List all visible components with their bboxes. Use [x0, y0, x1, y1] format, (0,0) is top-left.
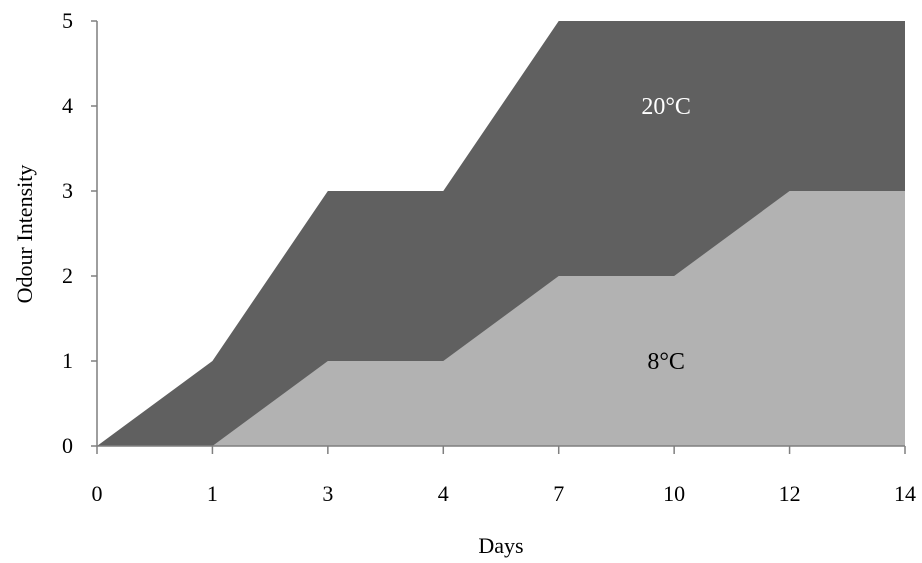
x-tick-label: 10 [663, 481, 685, 506]
area-label-2: 8°C [647, 349, 685, 375]
chart-annotations: 20°C 8°C [641, 94, 691, 375]
area-label-1: 20°C [641, 94, 691, 120]
y-tick-label: 0 [62, 433, 73, 458]
x-tick-label: 4 [438, 481, 449, 506]
x-tick-label: 1 [207, 481, 218, 506]
x-tick-label: 14 [894, 481, 916, 506]
y-axis-label: Odour Intensity [12, 165, 37, 304]
y-axis-ticks: 0 1 2 3 4 5 [62, 8, 97, 458]
x-tick-label: 7 [553, 481, 564, 506]
y-tick-label: 1 [62, 348, 73, 373]
x-tick-label: 3 [322, 481, 333, 506]
y-tick-label: 2 [62, 263, 73, 288]
y-tick-label: 4 [62, 93, 73, 118]
x-tick-label: 0 [92, 481, 103, 506]
area-series-2 [97, 191, 905, 446]
x-axis-label: Days [478, 533, 523, 558]
y-tick-label: 3 [62, 178, 73, 203]
chart-areas [97, 21, 905, 446]
x-axis-ticks: 0 1 3 4 7 10 12 14 [92, 446, 916, 506]
y-tick-label: 5 [62, 8, 73, 33]
x-tick-label: 12 [779, 481, 801, 506]
